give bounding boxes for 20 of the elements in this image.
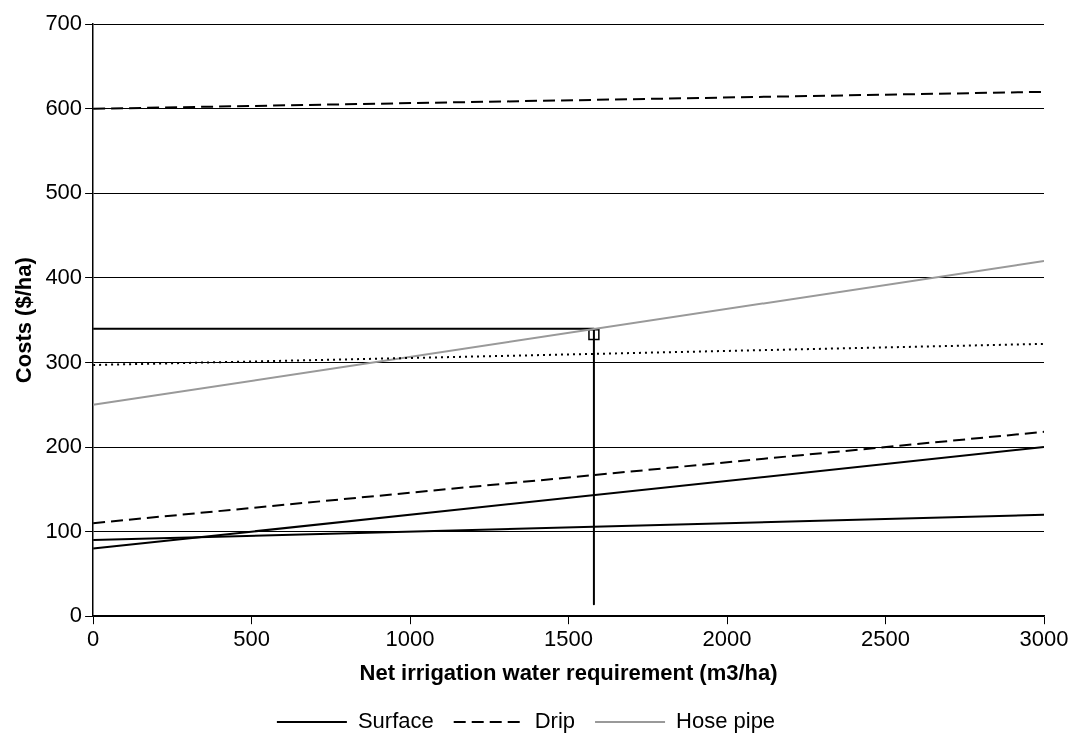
y-tick-label: 100 xyxy=(45,517,83,543)
x-tick-label: 2500 xyxy=(861,626,910,652)
x-tick-label: 0 xyxy=(86,626,100,652)
x-tick-label: 500 xyxy=(233,626,270,652)
legend-label: Hose pipe xyxy=(676,708,776,734)
y-tick-label: 500 xyxy=(45,179,83,205)
y-tick-label: 600 xyxy=(45,94,83,120)
y-tick-label: 400 xyxy=(45,263,83,289)
legend-label: Surface xyxy=(357,708,434,734)
y-axis-title: Costs ($/ha) xyxy=(11,257,37,384)
x-axis-title: Net irrigation water requirement (m3/ha) xyxy=(359,659,778,685)
x-tick-label: 2000 xyxy=(702,626,752,652)
x-tick-label: 1500 xyxy=(544,626,594,652)
y-tick-label: 200 xyxy=(45,433,83,459)
x-tick-label: 3000 xyxy=(1019,626,1069,652)
x-tick-label: 1000 xyxy=(385,626,435,652)
y-tick-label: 700 xyxy=(45,10,83,36)
y-tick-label: 0 xyxy=(69,602,83,628)
y-tick-label: 300 xyxy=(45,348,83,374)
legend-label: Drip xyxy=(534,708,576,734)
